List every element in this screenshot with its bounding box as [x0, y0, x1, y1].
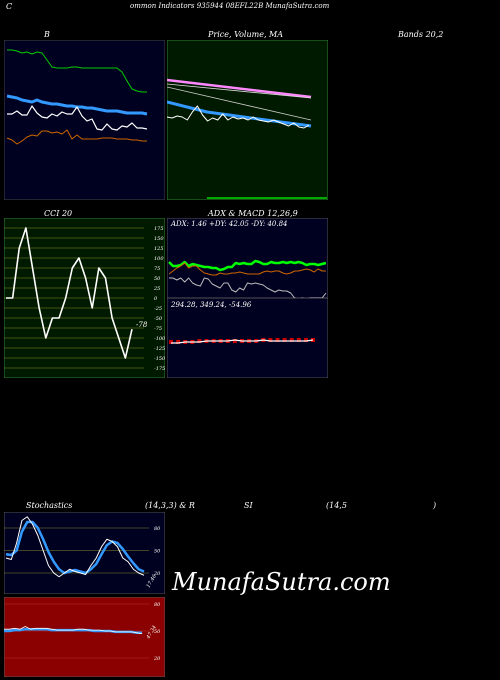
- cci-tick-label: -150: [154, 356, 165, 362]
- macd-signal-bar: [275, 338, 280, 342]
- cci-tick-label: 50: [154, 276, 161, 282]
- cci-tick-label: -175: [154, 366, 165, 372]
- macd-signal-bar: [289, 338, 294, 342]
- cci-tick-label: 0: [154, 296, 158, 302]
- cci-current-label: -78: [136, 321, 148, 329]
- bollinger-lower-line: [6, 129, 147, 145]
- price-ma-pink-line: [167, 78, 312, 99]
- macd-values-label: 294.28, 349.24, -54.96: [170, 301, 252, 309]
- cci-tick-label: -25: [154, 306, 162, 312]
- rsi-tick-label: 20: [153, 656, 161, 662]
- price-ma-white-line: [167, 83, 312, 99]
- macd-signal-bar: [282, 338, 287, 342]
- cci-tick-label: 100: [154, 256, 164, 262]
- adx-adx-line: [169, 277, 327, 298]
- stochastics-background: [4, 512, 165, 594]
- cci-line: [6, 227, 133, 359]
- bollinger-chart: [4, 40, 165, 200]
- cci-tick-label: -100: [154, 336, 165, 342]
- cci-tick-label: 25: [153, 286, 160, 292]
- macd-signal-bar: [232, 339, 237, 343]
- bollinger-title-left: B: [44, 30, 50, 39]
- rsi-params-close: ): [433, 501, 437, 510]
- cci-tick-label: 125: [154, 246, 164, 252]
- cci-tick-label: 175: [154, 226, 164, 232]
- adx-chart: ADX: 1.46 +DY: 42.05 -DY: 40.84: [167, 218, 328, 298]
- macd-background: [167, 298, 328, 378]
- watermark: MunafaSutra.com: [172, 568, 391, 596]
- macd-signal-bar: [303, 338, 308, 342]
- cci-tick-label: -50: [154, 316, 163, 322]
- rsi-line: [4, 626, 143, 635]
- bollinger-title-right: Bands 20,2: [398, 30, 444, 39]
- macd-line: [171, 339, 314, 344]
- page-title: ommon Indicators 935944 08EFL22B MunafaS…: [130, 2, 330, 10]
- bollinger-upper-line: [7, 49, 147, 93]
- stochastics-title: Stochastics: [26, 501, 73, 510]
- macd-signal-bar: [176, 340, 181, 344]
- bollinger-background: [4, 40, 165, 200]
- adx-values-label: ADX: 1.46 +DY: 42.05 -DY: 40.84: [170, 220, 287, 228]
- bollinger-price-line: [7, 105, 148, 131]
- macd-chart: 294.28, 349.24, -54.96: [167, 298, 328, 378]
- stochastics-tick-label: 80: [154, 526, 161, 532]
- price-close-line: [167, 105, 310, 129]
- cci-tick-label: -125: [154, 346, 165, 352]
- adx-macd-title: ADX & MACD 12,26,9: [208, 209, 298, 218]
- adx-background: [167, 218, 328, 298]
- stochastics-d-line: [5, 520, 145, 575]
- cci-title: CCI 20: [44, 209, 73, 218]
- rsi-tick-label: 80: [154, 602, 161, 608]
- cci-tick-label: 150: [154, 236, 164, 242]
- rsi-tick-label: 50: [154, 629, 161, 635]
- rsi-params: (14,5: [326, 501, 347, 510]
- macd-signal-bar: [296, 338, 301, 342]
- cci-tick-label: -75: [154, 326, 162, 332]
- macd-signal-bar: [169, 340, 173, 344]
- price-title: Price, Volume, MA: [208, 30, 284, 39]
- rsi-title: SI: [244, 501, 253, 510]
- price-ma-grey-line: [167, 86, 312, 121]
- rsi-background: [4, 597, 165, 677]
- adx-dy-line: [168, 262, 326, 276]
- stochastics-tick-label: 50: [154, 549, 161, 555]
- stochastics-params: (14,3,3) & R: [145, 501, 195, 510]
- macd-signal-bar: [268, 338, 273, 342]
- macd-signal-bar: [197, 339, 202, 343]
- cci-chart: 175 150 125 100 75 50 25 0 -25 -50 -75 -100 -125 -150…: [4, 218, 165, 378]
- adx-dy-line: [168, 259, 327, 272]
- cci-tick-label: 75: [154, 266, 160, 272]
- header-c-letter: C: [6, 2, 13, 11]
- stochastics-k-line: [5, 516, 145, 578]
- price-volume-ma-chart: [167, 40, 328, 200]
- stochastics-tick-label: 20: [153, 571, 161, 577]
